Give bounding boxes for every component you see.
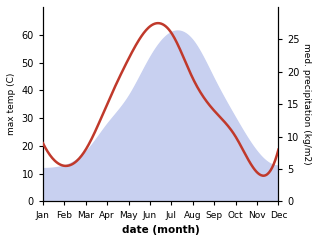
Y-axis label: med. precipitation (kg/m2): med. precipitation (kg/m2) bbox=[302, 43, 311, 165]
X-axis label: date (month): date (month) bbox=[122, 225, 199, 235]
Y-axis label: max temp (C): max temp (C) bbox=[7, 73, 16, 135]
